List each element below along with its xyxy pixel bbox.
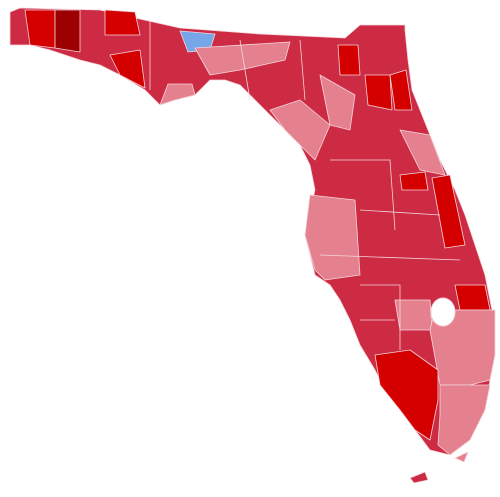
island (454, 451, 469, 463)
island (409, 471, 429, 484)
county (194, 41, 291, 76)
lake (430, 297, 456, 327)
border-line (239, 39, 251, 101)
county-borders (149, 20, 461, 350)
county (337, 44, 361, 76)
county (399, 129, 446, 176)
county (269, 99, 331, 161)
border-line (319, 254, 461, 261)
county (374, 349, 439, 441)
county (159, 83, 196, 106)
border-line (359, 209, 441, 216)
county (437, 384, 491, 456)
border-line (330, 159, 396, 231)
county (399, 171, 429, 191)
county (109, 49, 146, 89)
county (24, 9, 56, 49)
county (104, 9, 141, 36)
border-line (299, 39, 306, 101)
counties (24, 9, 496, 456)
county (394, 299, 433, 331)
county (304, 194, 361, 281)
keys (409, 451, 469, 484)
county (319, 74, 356, 131)
border-line (360, 284, 401, 350)
county (431, 174, 466, 249)
county (54, 9, 81, 53)
county (389, 69, 413, 111)
county (429, 309, 496, 386)
county (454, 284, 491, 311)
county (364, 74, 393, 111)
